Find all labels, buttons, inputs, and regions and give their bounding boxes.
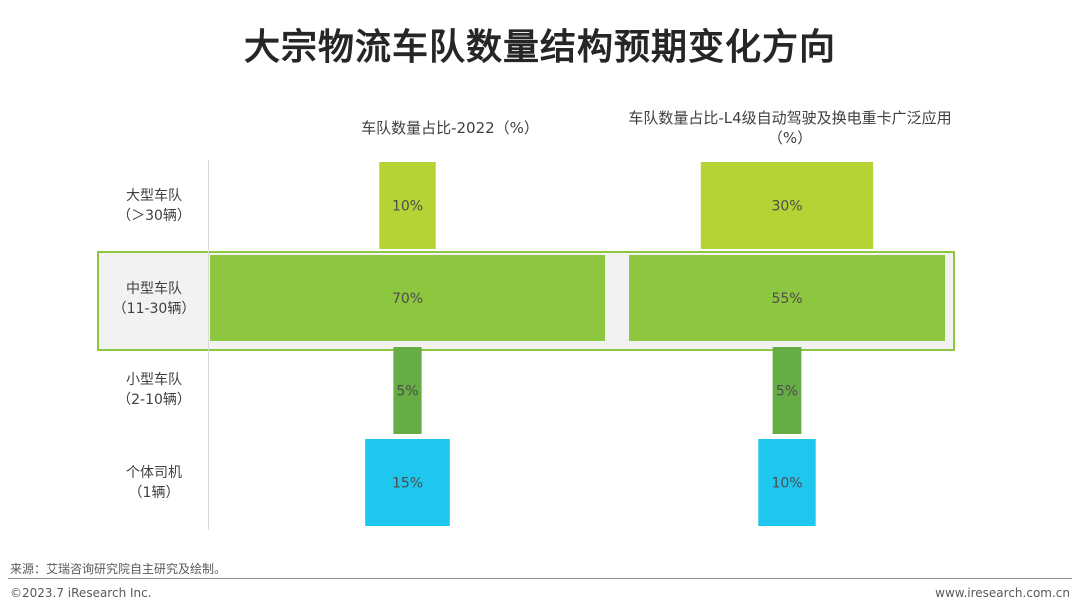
category-axis-line — [208, 160, 209, 530]
bar-large-fleet-series-2 — [700, 162, 874, 249]
bar-small-fleet-series-2 — [772, 347, 802, 434]
source-note: 来源：艾瑞咨询研究院自主研究及绘制。 — [10, 562, 227, 576]
bar-small-fleet-series-1 — [393, 347, 422, 434]
column-header-2022: 车队数量占比-2022（%） — [361, 119, 539, 137]
footer-divider — [8, 578, 1072, 579]
data-label-mid-fleet-series-2: 55% — [771, 291, 802, 307]
data-label-large-fleet-series-1: 10% — [392, 199, 423, 215]
data-label-individual-driver-series-1: 15% — [392, 476, 423, 492]
data-label-mid-fleet-series-1: 70% — [392, 291, 423, 307]
data-label-small-fleet-series-2: 5% — [776, 384, 798, 400]
row-label-individual-driver: 个体司机 （1辆） — [126, 465, 182, 501]
bar-mid-fleet-series-1 — [210, 255, 605, 341]
row-label-small-fleet: 小型车队 （2-10辆） — [117, 372, 191, 408]
bar-mid-fleet-series-2 — [629, 255, 945, 341]
copyright-text: ©2023.7 iResearch Inc. — [10, 586, 152, 600]
bar-large-fleet-series-1 — [379, 162, 436, 249]
bar-individual-driver-series-2 — [758, 439, 816, 526]
data-label-small-fleet-series-1: 5% — [396, 384, 418, 400]
data-label-large-fleet-series-2: 30% — [771, 199, 802, 215]
website-text: www.iresearch.com.cn — [935, 586, 1070, 600]
row-label-mid-fleet: 中型车队 （11-30辆） — [112, 281, 196, 317]
data-label-individual-driver-series-2: 10% — [771, 476, 802, 492]
row-label-large-fleet: 大型车队 （＞30辆） — [117, 188, 191, 224]
bar-individual-driver-series-1 — [365, 439, 450, 526]
column-header-l4: 车队数量占比-L4级自动驾驶及换电重卡广泛应用 （%） — [628, 109, 952, 147]
page-title: 大宗物流车队数量结构预期变化方向 — [243, 27, 836, 68]
